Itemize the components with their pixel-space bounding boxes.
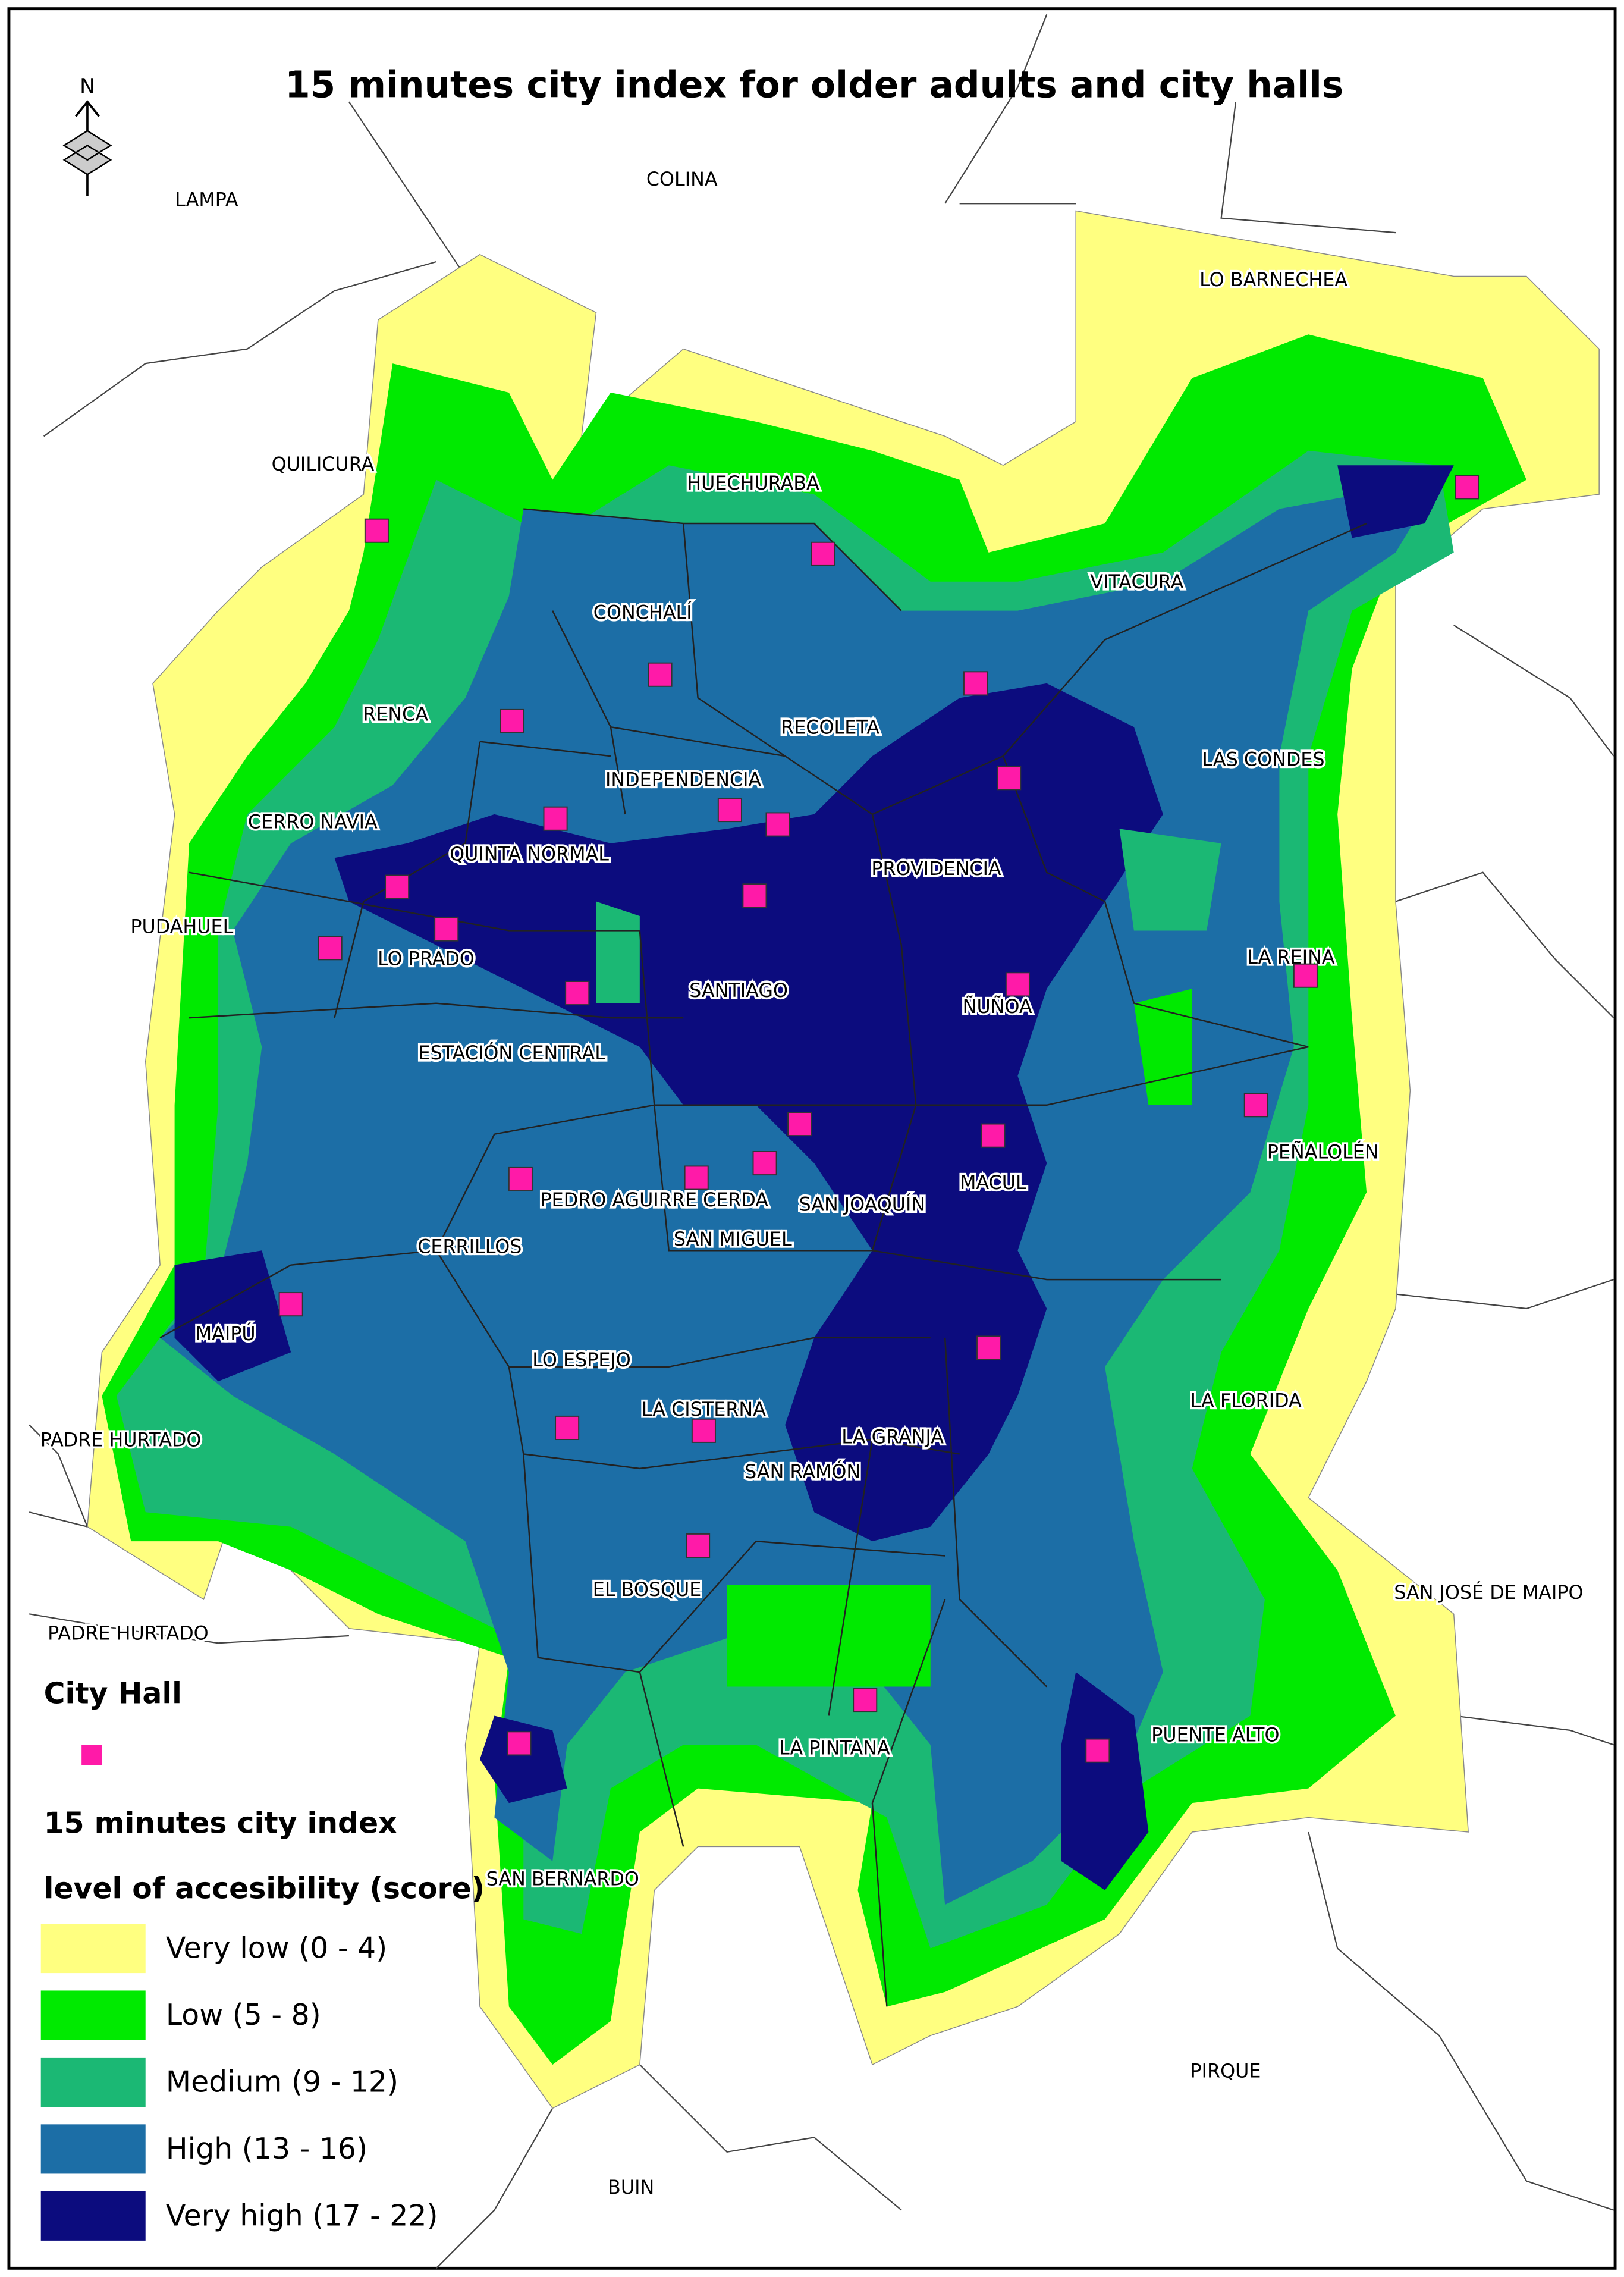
legend-label: Medium (9 - 12): [166, 2065, 398, 2099]
commune-label: SAN BERNARDO: [486, 1869, 639, 1890]
commune-label: BUIN: [608, 2177, 654, 2198]
legend-label: High (13 - 16): [166, 2132, 367, 2166]
commune-label: PUENTE ALTO: [1151, 1725, 1279, 1746]
legend-label: Very high (17 - 22): [166, 2198, 438, 2232]
commune-boundaries: [159, 508, 1367, 2007]
city-hall-marker: [686, 1533, 711, 1558]
legend-city-hall: City Hall: [44, 1677, 182, 1711]
commune-label: INDEPENDENCIA: [605, 770, 761, 791]
city-hall-marker: [811, 541, 835, 566]
city-hall-marker: [648, 662, 673, 687]
city-hall-marker: [364, 518, 389, 543]
city-hall-marker: [981, 1123, 1006, 1148]
commune-label: LA GRANJA: [841, 1427, 944, 1448]
commune-label: SAN JOAQUÍN: [799, 1193, 925, 1215]
commune-label: LO BARNECHEA: [1199, 269, 1347, 291]
commune-label: QUILICURA: [272, 454, 375, 475]
city-hall-marker: [684, 1165, 709, 1190]
city-hall-marker: [507, 1731, 532, 1756]
commune-label: PROVIDENCIA: [871, 858, 1001, 880]
layer-low: [727, 989, 1192, 1687]
city-hall-marker: [691, 1418, 716, 1443]
layer-medium: [596, 829, 1221, 1003]
commune-label: QUINTA NORMAL: [450, 843, 609, 865]
city-hall-marker: [997, 766, 1022, 791]
city-hall-marker: [555, 1415, 580, 1440]
commune-label: CERRO NAVIA: [248, 812, 378, 833]
commune-label: COLINA: [646, 169, 718, 190]
city-hall-marker: [1085, 1738, 1110, 1763]
commune-label: HUECHURABA: [687, 473, 819, 494]
legend-swatch: [40, 1924, 146, 1974]
commune-label: LA REINA: [1247, 947, 1335, 968]
city-hall-marker: [385, 874, 410, 899]
city-halls: [278, 475, 1479, 1763]
commune-label: PEDRO AGUIRRE CERDA: [541, 1190, 769, 1211]
legend-city-hall-swatch: [81, 1745, 102, 1765]
city-hall-marker: [1005, 972, 1030, 997]
legend-swatch: [40, 2057, 146, 2107]
commune-label: CONCHALÍ: [593, 601, 692, 624]
legend-swatch: [40, 1990, 146, 2040]
commune-labels: LAMPA COLINA LO BARNECHEA QUILICURA HUEC…: [38, 167, 1585, 2200]
commune-label: LA PINTANA: [779, 1738, 890, 1760]
city-hall-marker: [853, 1688, 878, 1713]
city-hall-marker: [963, 671, 988, 696]
commune-label: PADRE HURTADO: [40, 1429, 202, 1451]
commune-label: LA CISTERNA: [642, 1399, 766, 1420]
legend-label: Low (5 - 8): [166, 1998, 321, 2032]
external-boundaries: [29, 14, 1614, 2269]
legend-label: Very low (0 - 4): [166, 1931, 387, 1965]
city-hall-marker: [765, 812, 790, 837]
city-hall-marker: [976, 1335, 1001, 1360]
legend-index-title: 15 minutes city index: [44, 1806, 397, 1840]
city-hall-marker: [1293, 963, 1318, 988]
commune-label: PADRE HURTADO: [48, 1623, 209, 1645]
commune-label: SANTIAGO: [689, 980, 788, 1002]
legend-swatch: [40, 2191, 146, 2241]
north-arrow: N: [62, 74, 112, 196]
commune-label: LO ESPEJO: [532, 1350, 630, 1371]
commune-label: EL BOSQUE: [593, 1579, 702, 1601]
city-hall-marker: [500, 708, 524, 733]
commune-label: MACUL: [960, 1172, 1026, 1194]
commune-label: PIRQUE: [1190, 2060, 1261, 2082]
commune-label: CERRILLOS: [417, 1236, 522, 1257]
city-hall-marker: [508, 1166, 533, 1191]
city-hall-marker: [787, 1112, 812, 1137]
commune-label: MAIPÚ: [196, 1322, 256, 1345]
city-hall-marker: [1243, 1093, 1268, 1118]
compass-letter: N: [80, 74, 95, 98]
commune-label: LAS CONDES: [1202, 749, 1324, 770]
commune-label: LO PRADO: [378, 948, 475, 970]
commune-label: PEÑALOLÉN: [1267, 1140, 1379, 1163]
commune-label: RENCA: [363, 704, 428, 726]
commune-label: ESTACIÓN CENTRAL: [419, 1041, 606, 1064]
legend: City Hall 15 minutes city index level of…: [40, 1677, 485, 2241]
legend-index-subtitle: level of accesibility (score): [44, 1871, 485, 1905]
commune-label: SAN JOSÉ DE MAIPO: [1394, 1581, 1583, 1604]
legend-swatch: [40, 2124, 146, 2174]
city-hall-marker: [565, 981, 590, 1006]
commune-label: LA FLORIDA: [1190, 1390, 1302, 1412]
city-hall-marker: [318, 936, 343, 961]
commune-label: VITACURA: [1090, 572, 1183, 593]
city-hall-marker: [434, 917, 459, 942]
commune-label: RECOLETA: [781, 717, 879, 739]
city-hall-marker: [742, 883, 767, 908]
commune-label: SAN RAMÓN: [745, 1460, 860, 1483]
commune-label: LAMPA: [175, 189, 238, 211]
commune-label: SAN MIGUEL: [674, 1229, 792, 1250]
city-hall-marker: [278, 1292, 303, 1317]
layer-very-high: [334, 683, 1163, 1542]
index-layers: [87, 210, 1600, 2109]
commune-label: PUDAHUEL: [130, 917, 233, 938]
city-hall-marker: [543, 806, 568, 831]
city-hall-marker: [1455, 475, 1479, 500]
commune-label: ÑUÑOA: [963, 995, 1032, 1018]
city-hall-marker: [717, 798, 742, 823]
city-hall-marker: [752, 1151, 777, 1176]
map-title: 15 minutes city index for older adults a…: [285, 64, 1343, 106]
